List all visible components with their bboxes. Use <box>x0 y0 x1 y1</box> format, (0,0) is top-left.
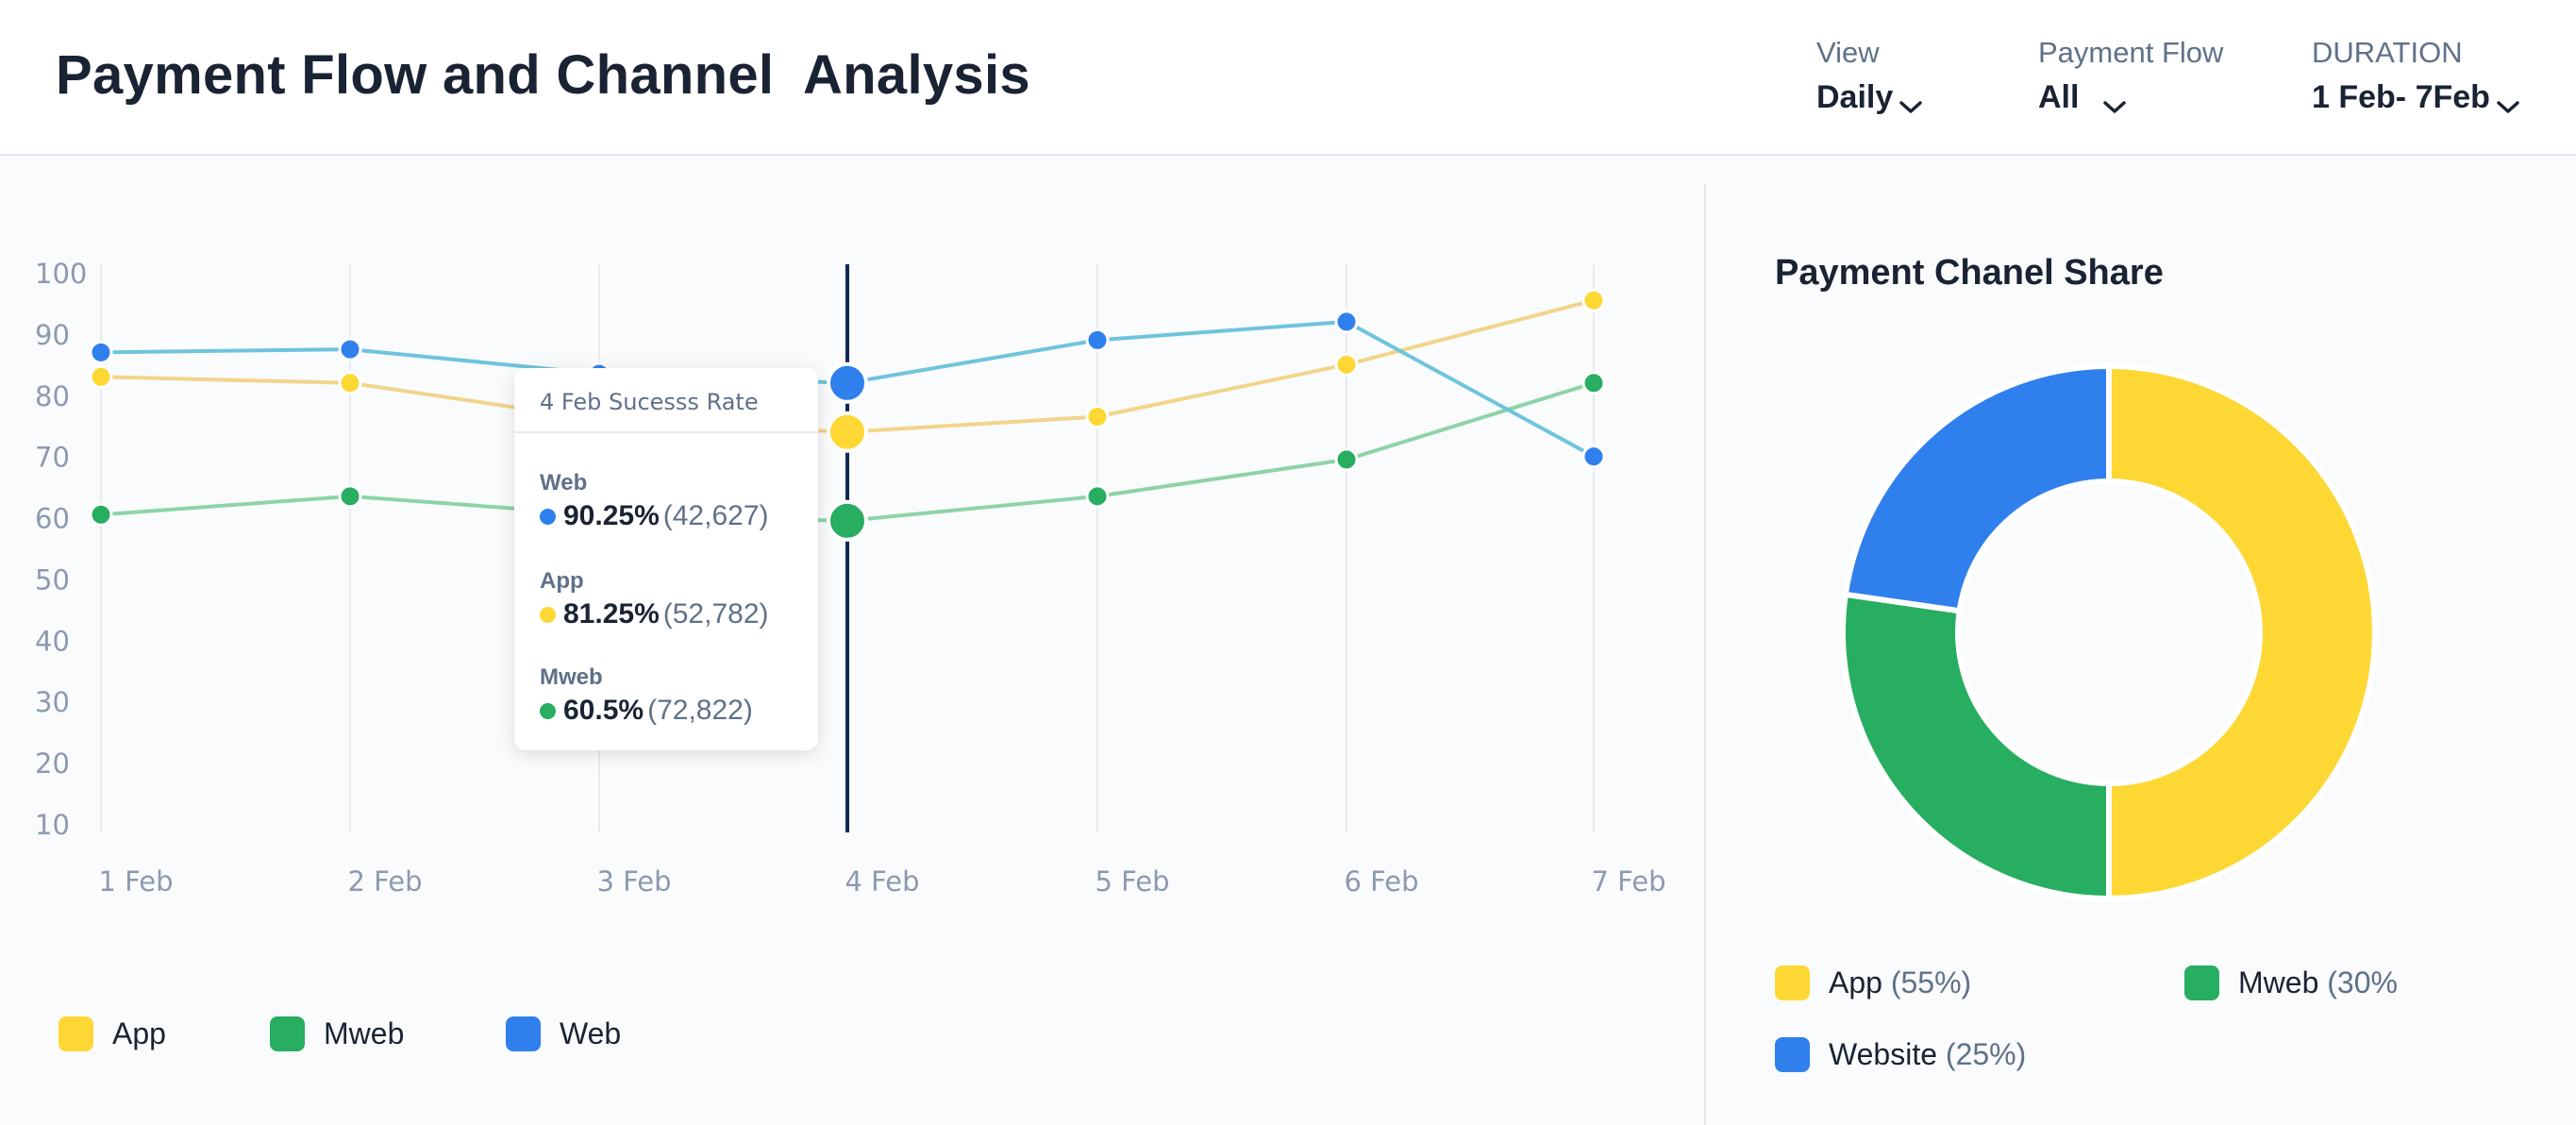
pie-legend-percent: (55%) <box>1890 965 1972 999</box>
panel-divider <box>1704 184 1706 1125</box>
tooltip-item-percent: 81.25% <box>563 598 660 630</box>
tooltip-item-count: (72,822) <box>647 695 753 726</box>
legend-dot <box>540 606 556 623</box>
data-point-mweb[interactable] <box>89 502 113 527</box>
pie-legend-percent: (25%) <box>1945 1037 2027 1071</box>
tooltip-item-web: Web 90.25% (42,627) <box>540 470 769 532</box>
y-tick-label: 90 <box>35 319 70 351</box>
success-rate-line-chart[interactable]: 100 90 80 70 60 50 40 30 20 10 1 Feb 2 Feb 3 Feb 4 Fe… <box>0 217 1680 934</box>
pie-legend-item-mweb[interactable]: Mweb (30% <box>2184 958 2397 1011</box>
y-tick-label: 10 <box>35 809 70 841</box>
pie-legend-text: App (55%) <box>1829 965 1971 999</box>
y-tick-label: 70 <box>35 442 70 474</box>
x-tick-label: 3 Feb <box>596 865 671 898</box>
chevron-down-icon[interactable] <box>2496 100 2520 115</box>
page-title: Payment Flow and Channel Analysis <box>56 44 1030 106</box>
legend-dot <box>540 508 556 525</box>
legend-label: Web <box>560 1016 622 1050</box>
pie-legend-item-app[interactable]: App (55%) <box>1775 965 1971 1000</box>
tooltip-item-app: App 81.25% (52,782) <box>540 568 769 630</box>
legend-item-web[interactable]: Web <box>506 1016 621 1051</box>
data-point-mweb[interactable] <box>827 499 868 542</box>
tooltip-item-name: Mweb <box>540 664 603 690</box>
x-tick-label: 4 Feb <box>845 865 919 898</box>
legend-label: Mweb <box>324 1016 405 1050</box>
tooltip-item-percent: 60.5% <box>563 695 644 726</box>
pie-legend-item-website[interactable]: Website (25%) <box>1775 1037 2026 1072</box>
legend-swatch <box>1775 965 1810 1000</box>
y-tick-label: 50 <box>35 563 70 596</box>
data-point-app[interactable] <box>338 371 362 395</box>
data-point-mweb[interactable] <box>1085 484 1110 509</box>
chevron-down-icon[interactable] <box>1899 100 1923 115</box>
legend-swatch <box>270 1016 305 1051</box>
data-point-web[interactable] <box>338 337 362 361</box>
legend-swatch <box>1775 1037 1810 1072</box>
tooltip-divider <box>514 431 818 433</box>
data-point-web[interactable] <box>89 340 113 364</box>
tooltip-item-count: (52,782) <box>662 598 769 630</box>
view-filter-label: View <box>1816 36 1880 69</box>
y-tick-label: 60 <box>35 503 70 535</box>
payment-flow-filter-label: Payment Flow <box>2038 36 2224 69</box>
legend-label: App <box>112 1016 166 1050</box>
payment-flow-filter[interactable]: Payment Flow All <box>2038 36 2223 116</box>
data-point-app[interactable] <box>89 364 113 389</box>
tooltip-item-name: App <box>540 568 584 594</box>
pie-legend-label: Website <box>1829 1037 1938 1071</box>
data-point-app[interactable] <box>1085 404 1110 428</box>
duration-filter-label: DURATION <box>2312 36 2463 69</box>
data-point-web[interactable] <box>1581 445 1606 469</box>
tooltip-title: 4 Feb Sucesss Rate <box>540 389 759 415</box>
legend-swatch <box>59 1016 93 1051</box>
x-tick-label: 5 Feb <box>1095 865 1169 898</box>
x-tick-label: 1 Feb <box>98 865 173 898</box>
tooltip-item-name: Web <box>540 470 588 495</box>
view-filter[interactable]: View Daily <box>1816 36 1923 116</box>
legend-item-mweb[interactable]: Mweb <box>270 1016 404 1051</box>
data-point-web[interactable] <box>827 361 868 404</box>
y-tick-label: 80 <box>35 380 70 412</box>
duration-filter-value: 1 Feb- 7Feb <box>2312 79 2490 115</box>
data-point-mweb[interactable] <box>1334 447 1359 472</box>
donut-slice-mweb[interactable] <box>1840 591 2112 901</box>
tooltip-item-mweb: Mweb 60.5% (72,822) <box>540 664 753 727</box>
pie-legend-label: App <box>1829 965 1882 999</box>
channel-share-donut-chart[interactable] <box>1835 359 2383 906</box>
y-tick-label: 30 <box>35 686 70 718</box>
x-tick-label: 6 Feb <box>1344 865 1418 898</box>
tooltip-item-percent: 90.25% <box>563 500 660 531</box>
data-point-app[interactable] <box>1334 352 1359 377</box>
data-point-mweb[interactable] <box>338 484 362 509</box>
legend-dot <box>540 702 556 719</box>
data-point-app[interactable] <box>1581 288 1606 312</box>
chevron-down-icon[interactable] <box>2102 100 2127 115</box>
pie-legend-text: Mweb (30% <box>2238 965 2397 999</box>
pie-legend-percent: (30% <box>2327 965 2397 999</box>
y-tick-label: 100 <box>35 258 87 290</box>
channel-share-title: Payment Chanel Share <box>1775 253 2164 293</box>
tooltip-item-count: (42,627) <box>662 500 769 531</box>
data-point-web[interactable] <box>1334 310 1359 334</box>
data-point-mweb[interactable] <box>1581 371 1606 395</box>
data-point-web[interactable] <box>1085 327 1110 352</box>
y-tick-label: 20 <box>35 747 70 780</box>
payment-flow-filter-value: All <box>2038 79 2098 115</box>
legend-swatch <box>506 1016 541 1051</box>
y-tick-label: 40 <box>35 625 70 657</box>
duration-filter[interactable]: DURATION 1 Feb- 7Feb <box>2312 36 2520 116</box>
legend-swatch <box>2184 965 2219 1000</box>
x-tick-label: 2 Feb <box>347 865 422 898</box>
pie-legend-text: Website (25%) <box>1829 1037 2026 1071</box>
header-bar: Payment Flow and Channel Analysis View D… <box>0 0 2576 156</box>
data-point-app[interactable] <box>827 411 868 453</box>
chart-tooltip: 4 Feb Sucesss Rate Web 90.25% (42,627) Ap… <box>514 368 818 750</box>
pie-legend-label: Mweb <box>2238 965 2319 999</box>
donut-slice-app[interactable] <box>2106 363 2378 901</box>
view-filter-value: Daily <box>1816 79 1894 115</box>
donut-slice-website[interactable] <box>1842 363 2112 614</box>
x-tick-label: 7 Feb <box>1591 865 1665 898</box>
legend-item-app[interactable]: App <box>59 1016 166 1051</box>
